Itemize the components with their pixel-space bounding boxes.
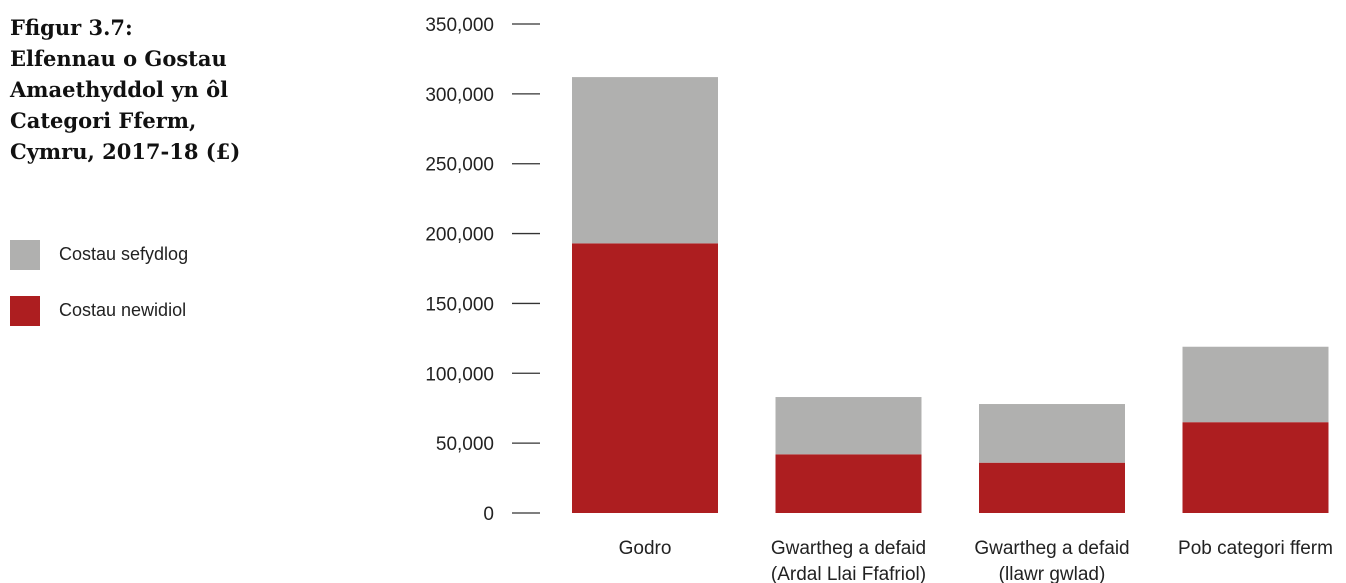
- bar-fixed-costs: [775, 397, 922, 455]
- legend-swatch-variable-costs: [10, 296, 40, 326]
- bar-variable-costs: [775, 454, 922, 513]
- y-tick-label: 100,000: [425, 364, 494, 385]
- title-line: Amaethyddol yn ôl: [10, 77, 229, 102]
- bar-variable-costs: [572, 243, 718, 513]
- x-tick-label: (Ardal Llai Ffafriol): [771, 564, 926, 583]
- y-axis: 0 50,000 100,000 150,000 200,000 250,000 300,0…: [425, 15, 540, 525]
- x-axis: Godro Gwartheg a defaid (Ardal Llai Ffafri…: [619, 538, 1333, 583]
- bar-fixed-costs: [572, 77, 718, 244]
- title-line: Ffigur 3.7:: [10, 15, 133, 40]
- bar-variable-costs: [1182, 422, 1329, 513]
- title-line: Categori Fferm,: [10, 108, 197, 133]
- x-tick-label: (llawr gwlad): [999, 564, 1106, 583]
- y-tick-label: 200,000: [425, 225, 494, 246]
- x-tick-label: Godro: [619, 538, 672, 559]
- y-tick-label: 300,000: [425, 85, 494, 106]
- x-tick-label: Pob categori fferm: [1178, 538, 1333, 559]
- legend-label-variable-costs: Costau newidiol: [59, 300, 187, 320]
- x-tick-label: Gwartheg a defaid: [771, 538, 926, 559]
- y-tick-label: 0: [483, 504, 494, 525]
- y-tick-label: 150,000: [425, 294, 494, 315]
- title-line: Elfennau o Gostau: [10, 46, 227, 71]
- chart-title: Ffigur 3.7: Elfennau o Gostau Amaethyddo…: [10, 12, 310, 167]
- title-line: Cymru, 2017-18 (£): [10, 139, 241, 164]
- legend-label-fixed-costs: Costau sefydlog: [59, 244, 189, 264]
- y-tick-label: 50,000: [436, 434, 494, 455]
- legend-swatch-fixed-costs: [10, 240, 40, 270]
- x-tick-label: Gwartheg a defaid: [974, 538, 1129, 559]
- bar-fixed-costs: [1182, 346, 1329, 423]
- bar-variable-costs: [979, 462, 1125, 513]
- bar-fixed-costs: [979, 404, 1125, 463]
- y-tick-label: 250,000: [425, 155, 494, 176]
- y-tick-label: 350,000: [425, 15, 494, 36]
- bars: [572, 77, 1329, 513]
